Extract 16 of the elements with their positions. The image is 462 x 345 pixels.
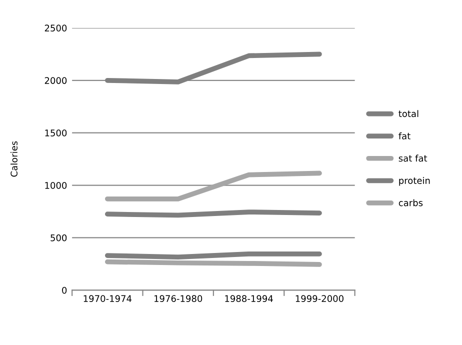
legend-label: protein (399, 176, 430, 186)
y-tick-label: 1000 (45, 182, 67, 189)
x-tick-label: 1970-1974 (84, 295, 132, 302)
legend-label: carbs (398, 199, 423, 206)
x-tick-label: 1976-1980 (154, 295, 202, 302)
y-tick-label: 500 (50, 234, 67, 242)
y-axis-title: Calories (10, 141, 18, 177)
y-tick-label: 1500 (45, 130, 67, 136)
y-tick-label: 0 (62, 286, 67, 294)
x-tick-label: 1988-1994 (225, 295, 273, 302)
x-tick-label: 1999-2000 (296, 295, 344, 302)
y-tick-label: 2000 (44, 77, 67, 84)
legend-label: sat fat (398, 154, 428, 162)
legend-label: fat (398, 132, 410, 140)
y-tick-label: 2500 (44, 24, 67, 32)
legend-label: total (398, 110, 418, 118)
